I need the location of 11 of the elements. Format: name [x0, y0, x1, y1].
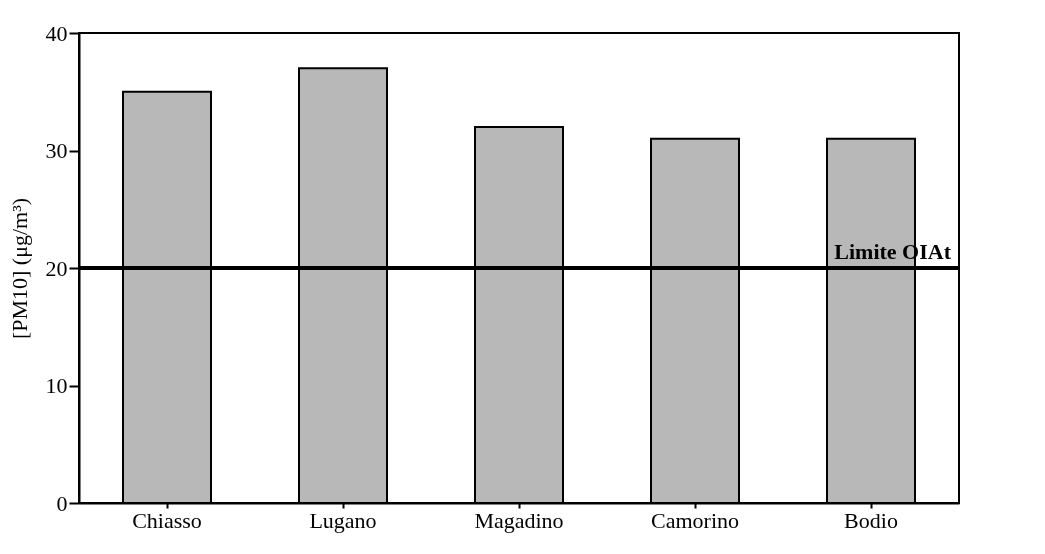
y-tick-label: 30: [45, 138, 68, 163]
x-tick-label: Lugano: [309, 507, 377, 533]
y-tick-label: 0: [56, 490, 68, 516]
x-tick-label: Chiasso: [132, 507, 202, 533]
y-axis-title: [PM10] (μg/m³): [6, 197, 32, 340]
y-tick-label: 10: [45, 373, 68, 398]
y-tick-label: 20: [45, 255, 68, 281]
x-tick-label: Bodio: [844, 507, 898, 533]
x-tick-label: Magadino: [474, 507, 564, 533]
x-tick-label: Camorino: [651, 507, 739, 533]
y-tick-label: 40: [45, 20, 68, 46]
